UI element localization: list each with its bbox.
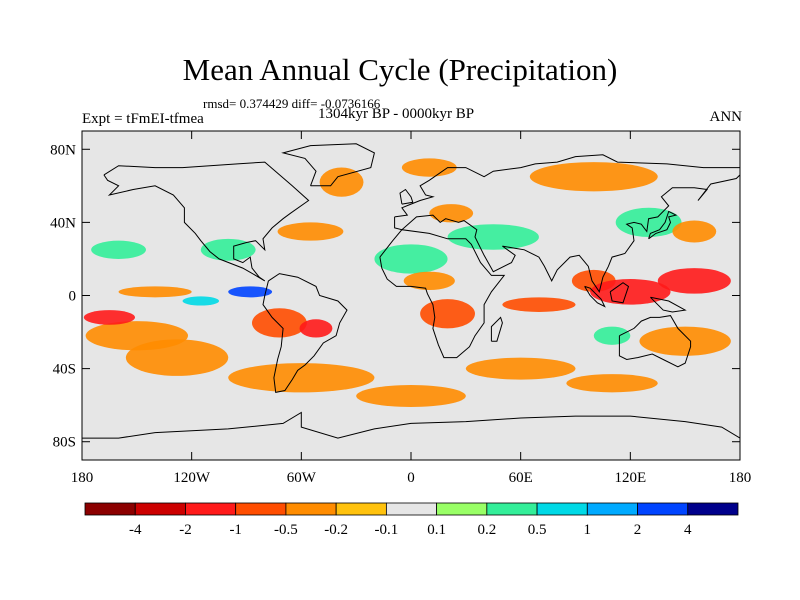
anomaly-region (502, 297, 576, 312)
colorbar-label: -0.1 (375, 522, 399, 538)
coastline-greenland (281, 143, 375, 187)
colorbar-swatch (84, 502, 136, 516)
anomaly-region (401, 158, 457, 177)
colorbar-label: 0.5 (528, 522, 547, 538)
colorbar-label: -2 (179, 522, 192, 538)
colorbar-swatch (134, 502, 186, 516)
anomaly-region (374, 244, 448, 274)
anomaly-region (672, 220, 717, 243)
anomaly-region (529, 162, 658, 192)
coastline-indonesia (584, 285, 606, 308)
anomaly-region (403, 271, 455, 291)
anomaly-region (251, 308, 307, 338)
coastline-australia (618, 315, 692, 368)
colorbar-label: -0.2 (324, 522, 348, 538)
colorbar-swatch (637, 502, 689, 516)
coastline-antarctica (82, 411, 740, 439)
coastline-new-guinea (650, 296, 687, 313)
x-tick-label: 180 (71, 470, 94, 486)
stats-line: rmsd= 0.374429 diff= -0.0736166 (203, 96, 381, 111)
anomaly-region (429, 204, 474, 223)
coastline-africa (379, 229, 506, 359)
colorbar-swatch (285, 502, 337, 516)
colorbar-label: -1 (229, 522, 242, 538)
colorbar-swatch (335, 502, 387, 516)
coastline-north-america (103, 161, 310, 282)
season-label: ANN (709, 109, 743, 125)
anomaly-region (118, 286, 192, 298)
colorbar-label: -4 (129, 522, 142, 538)
coastline-eurasia (394, 154, 740, 294)
anomaly-region (277, 222, 344, 241)
anomaly-region (593, 326, 631, 345)
anomaly-region (420, 299, 475, 329)
anomaly-region (465, 357, 576, 380)
y-tick-label: 0 (69, 289, 77, 305)
colorbar-swatch (436, 502, 488, 516)
colorbar-label: 4 (684, 522, 692, 538)
anomaly-region (657, 268, 731, 294)
colorbar-swatch (586, 502, 638, 516)
coastline-japan (648, 210, 678, 240)
x-tick-label: 0 (407, 470, 415, 486)
colorbar-label: 0.1 (427, 522, 446, 538)
y-tick-label: 80S (53, 435, 76, 451)
anomaly-region (125, 339, 229, 376)
experiment-label: Expt = tFmEI-tfmea (82, 111, 204, 127)
colorbar-label: 1 (584, 522, 592, 538)
colorbar-swatch (486, 502, 538, 516)
period-line: 1304kyr BP - 0000kyr BP (318, 106, 475, 122)
anomaly-region (91, 240, 146, 259)
y-tick-label: 40S (53, 362, 76, 378)
anomaly-region (228, 363, 375, 393)
colorbar-swatch (385, 502, 438, 516)
coastline-borneo (609, 282, 630, 304)
anomaly-region (228, 286, 273, 298)
colorbar-label: 0.2 (477, 522, 496, 538)
x-tick-label: 60E (509, 470, 533, 486)
x-tick-label: 120E (614, 470, 646, 486)
x-tick-label: 60W (287, 470, 317, 486)
anomaly-region (590, 279, 671, 305)
anomaly-region (83, 310, 136, 325)
coastline-south-america (262, 273, 348, 393)
anomaly-region (566, 374, 658, 393)
colorbar-swatch (536, 502, 588, 516)
coastline-madagascar (490, 316, 503, 342)
x-tick-label: 180 (729, 470, 752, 486)
colorbar-label: 2 (634, 522, 642, 538)
colorbar: -4 -2 -1 -0.5 -0.2 -0.1 0.1 0.2 0.5 1 2 4 (84, 502, 739, 538)
x-axis: 180 120W 60W 0 60E 120E 180 (71, 131, 752, 486)
coastline-layer (82, 143, 740, 439)
anomaly-region (447, 224, 539, 250)
y-tick-label: 80N (50, 142, 76, 158)
x-tick-label: 120W (173, 470, 211, 486)
coastline-britain (399, 188, 414, 205)
colorbar-swatch (185, 502, 237, 516)
colorbar-label: -0.5 (274, 522, 298, 538)
anomaly-region (615, 207, 682, 238)
anomaly-region (319, 167, 364, 197)
anomaly-region (299, 319, 333, 338)
y-axis: 80N 40N 0 40S 80S (50, 142, 740, 451)
colorbar-swatch (235, 502, 287, 516)
colorbar-swatch (687, 502, 739, 516)
y-tick-label: 40N (50, 215, 76, 231)
anomaly-region (639, 326, 731, 356)
anomaly-region (182, 296, 220, 306)
anomaly-region (356, 385, 466, 407)
chart-title: Mean Annual Cycle (Precipitation) (182, 52, 618, 87)
